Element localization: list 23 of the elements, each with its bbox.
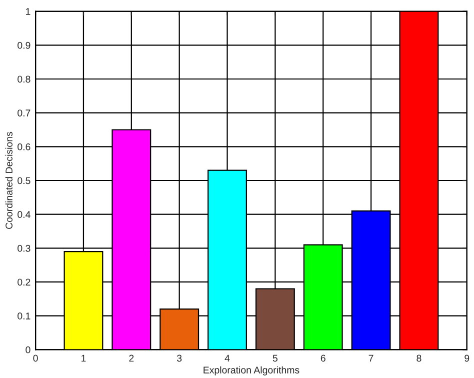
y-tick-label: 0.8: [18, 76, 30, 83]
y-tick-label: 0.5: [18, 177, 30, 184]
x-tick-label: 7: [368, 354, 374, 362]
x-tick-label: 0: [33, 354, 38, 362]
y-tick-label: 0.3: [18, 244, 30, 252]
y-tick-label: 0.4: [18, 211, 30, 218]
y-tick-label: 0.2: [18, 278, 30, 286]
y-tick-label: 1: [26, 8, 30, 15]
y-tick-label: 0.9: [18, 42, 30, 49]
x-tick-label: 3: [176, 354, 182, 362]
x-axis-title: Exploration Algorithms: [204, 366, 300, 376]
x-tick-label: 9: [464, 354, 470, 362]
x-tick-label: 1: [82, 354, 86, 362]
x-tick-label: 5: [272, 354, 278, 362]
x-tick-label: 8: [416, 354, 422, 362]
y-tick-label: 0.6: [18, 143, 30, 150]
y-tick-label: 0.1: [18, 312, 30, 320]
y-tick-label: 0.7: [18, 110, 30, 116]
x-tick-label: 4: [224, 354, 230, 362]
x-tick-label: 6: [320, 354, 326, 362]
y-axis-title: Coordinated Decisions: [5, 132, 12, 229]
y-tick-label: 0: [26, 346, 30, 354]
x-tick-label: 2: [129, 354, 134, 362]
